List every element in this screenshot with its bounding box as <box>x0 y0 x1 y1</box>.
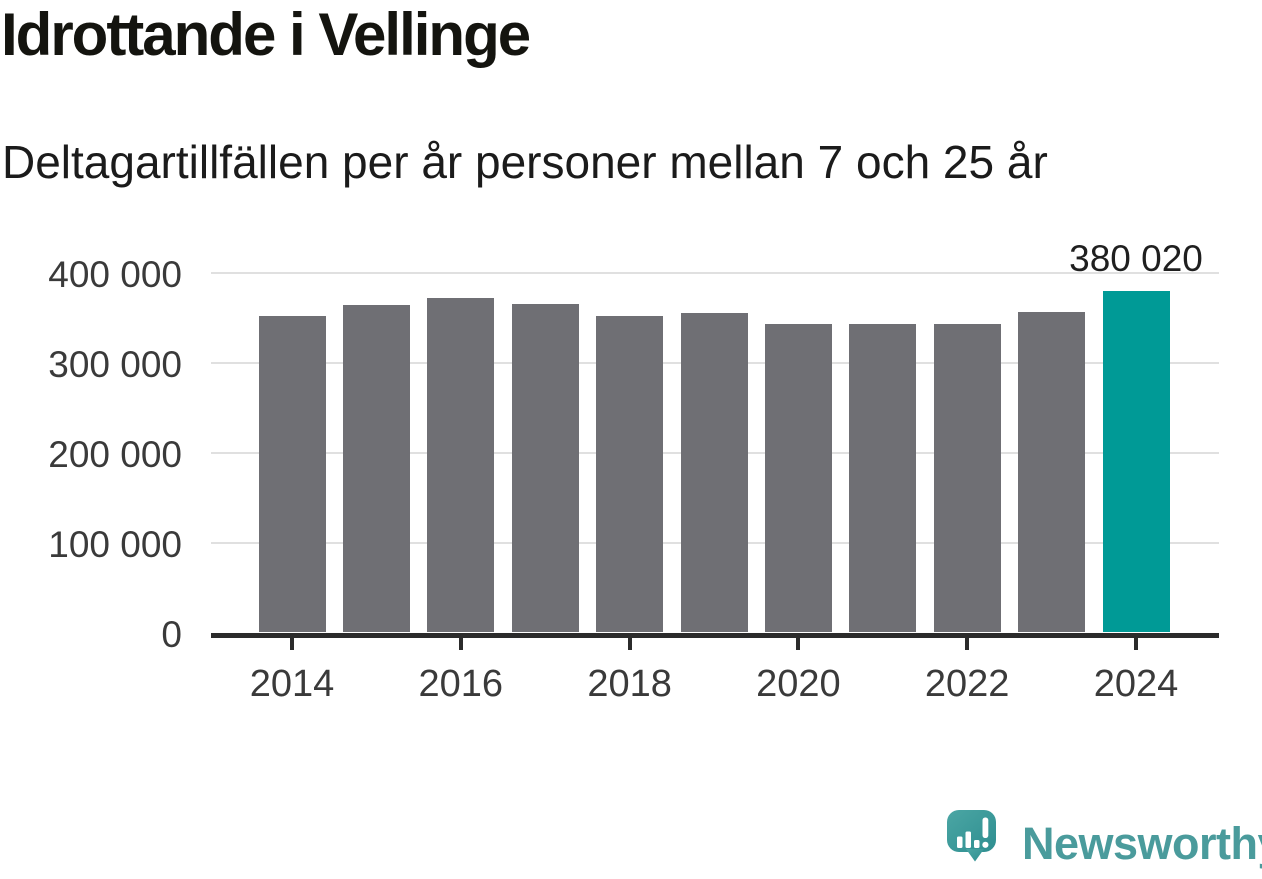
bar-2017 <box>511 303 579 633</box>
x-axis-tick <box>627 637 632 650</box>
x-axis-tick-label: 2018 <box>587 663 672 705</box>
newsworthy-logo-text: Newsworthy <box>1022 818 1262 869</box>
y-axis-tick-label: 0 <box>161 613 182 655</box>
bar-2019 <box>680 313 748 633</box>
x-axis-line <box>211 632 1219 638</box>
bar-2023 <box>1018 311 1086 633</box>
bar-2018 <box>596 316 664 633</box>
bar-2022 <box>933 323 1001 633</box>
x-axis-tick-label: 2014 <box>249 663 335 705</box>
x-axis-tick-label: 2022 <box>924 663 1010 705</box>
chart-subtitle: Deltagartillfällen per år personer mella… <box>2 136 1048 188</box>
x-axis-tick <box>1134 637 1138 650</box>
y-gridline <box>211 272 1219 275</box>
bar-2024 <box>1102 291 1170 633</box>
bar-2014 <box>258 316 326 633</box>
newsworthy-logo: Newsworthy <box>947 810 1262 872</box>
x-axis-tick <box>290 637 294 650</box>
y-axis-tick-label: 200 000 <box>48 433 182 475</box>
bar-2021 <box>849 323 917 633</box>
x-axis-tick <box>796 637 801 650</box>
x-axis-tick-label: 2024 <box>1093 663 1179 705</box>
y-axis-tick-label: 300 000 <box>48 344 182 386</box>
newsworthy-speech-bubble-chart-icon <box>947 810 996 862</box>
bar-2020 <box>764 323 832 633</box>
highlight-value-label: 380 020 <box>1069 238 1203 279</box>
x-axis-tick-label: 2020 <box>756 663 841 705</box>
x-axis-tick-label: 2016 <box>418 663 504 705</box>
bar-2015 <box>342 305 410 633</box>
x-axis-tick <box>965 637 970 650</box>
bar-2016 <box>427 298 495 633</box>
y-axis-tick-label: 400 000 <box>48 254 182 296</box>
x-axis-tick <box>458 637 463 650</box>
chart-title: Idrottande i Vellinge <box>1 1 531 68</box>
y-axis-tick-label: 100 000 <box>48 523 182 565</box>
